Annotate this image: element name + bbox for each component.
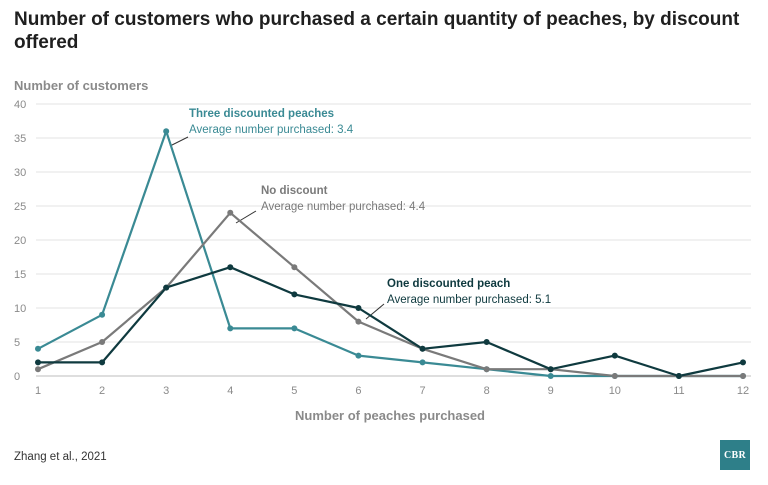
x-tick-label: 12: [737, 385, 749, 397]
data-point: [227, 325, 234, 332]
data-point: [547, 366, 554, 373]
x-tick-label: 11: [673, 385, 684, 397]
y-tick-label: 30: [14, 167, 26, 179]
data-point: [419, 345, 426, 352]
y-tick-label: 20: [14, 235, 26, 247]
data-point: [99, 339, 106, 345]
data-point: [483, 339, 490, 345]
data-point: [163, 128, 170, 135]
x-tick-label: 1: [35, 385, 41, 397]
y-tick-label: 40: [14, 99, 26, 111]
series-average-label: Average number purchased: 4.4: [261, 201, 426, 213]
data-point: [35, 366, 41, 373]
data-point: [291, 325, 298, 332]
annotation-leader-0: [169, 136, 189, 147]
x-tick-label: 8: [484, 385, 490, 397]
y-tick-label: 0: [14, 371, 20, 383]
cbr-logo: CBR: [720, 440, 750, 470]
series-points: [35, 128, 746, 379]
series-average-label: Average number purchased: 3.4: [189, 124, 354, 136]
series-line-2: [38, 266, 744, 378]
data-point: [611, 373, 618, 379]
data-point: [675, 373, 682, 379]
y-axis-title: Number of customers: [14, 78, 149, 93]
y-tick-label: 15: [14, 269, 26, 281]
annotation-leader-2: [365, 303, 385, 320]
y-tick-label: 5: [14, 337, 20, 349]
data-point: [740, 373, 746, 379]
annotation-leaders: [169, 136, 385, 320]
data-point: [355, 305, 362, 311]
series-name-label: One discounted peach: [387, 278, 510, 290]
series-line-0: [37, 130, 743, 378]
x-tick-label: 7: [419, 385, 425, 397]
y-tick-label: 25: [14, 201, 26, 213]
series-name-label: Three discounted peaches: [189, 108, 334, 120]
data-point: [227, 209, 234, 216]
series-annotations: Three discounted peaches Average number p…: [189, 108, 551, 306]
data-point: [227, 264, 234, 271]
data-point: [99, 359, 106, 366]
x-axis-title: Number of peaches purchased: [295, 408, 485, 423]
data-point: [419, 359, 426, 366]
x-tick-label: 9: [548, 385, 554, 397]
y-tick-label: 35: [14, 133, 26, 145]
source-credit: Zhang et al., 2021: [14, 451, 107, 463]
x-tick-label: 5: [291, 385, 297, 397]
data-point: [99, 311, 106, 318]
data-point: [483, 366, 490, 373]
data-point: [611, 352, 618, 359]
data-point: [547, 373, 554, 379]
series-average-label: Average number purchased: 5.1: [387, 294, 551, 306]
series-lines: [37, 130, 744, 378]
x-tick-label: 3: [163, 385, 169, 397]
data-point: [355, 352, 362, 359]
data-point: [291, 291, 298, 298]
series-name-label: No discount: [261, 185, 328, 197]
x-tick-label: 2: [99, 385, 105, 397]
grid-lines: [36, 103, 751, 377]
data-point: [740, 359, 746, 366]
x-tick-label: 10: [609, 385, 621, 397]
data-point: [35, 359, 41, 366]
x-tick-label: 4: [227, 385, 233, 397]
chart-title: Number of customers who purchased a cert…: [14, 9, 740, 53]
x-tick-label: 6: [355, 385, 361, 397]
data-point: [163, 284, 170, 291]
y-tick-label: 10: [14, 303, 26, 315]
data-point: [291, 264, 298, 271]
y-tick-labels: 0 5 10 15 20 25 30 35 40: [14, 99, 26, 383]
data-point: [35, 345, 41, 352]
data-point: [355, 318, 362, 325]
series-line-1: [37, 211, 743, 378]
x-tick-labels: 1 2 3 4 5 6 7 8 9 10 11 12: [35, 385, 749, 397]
